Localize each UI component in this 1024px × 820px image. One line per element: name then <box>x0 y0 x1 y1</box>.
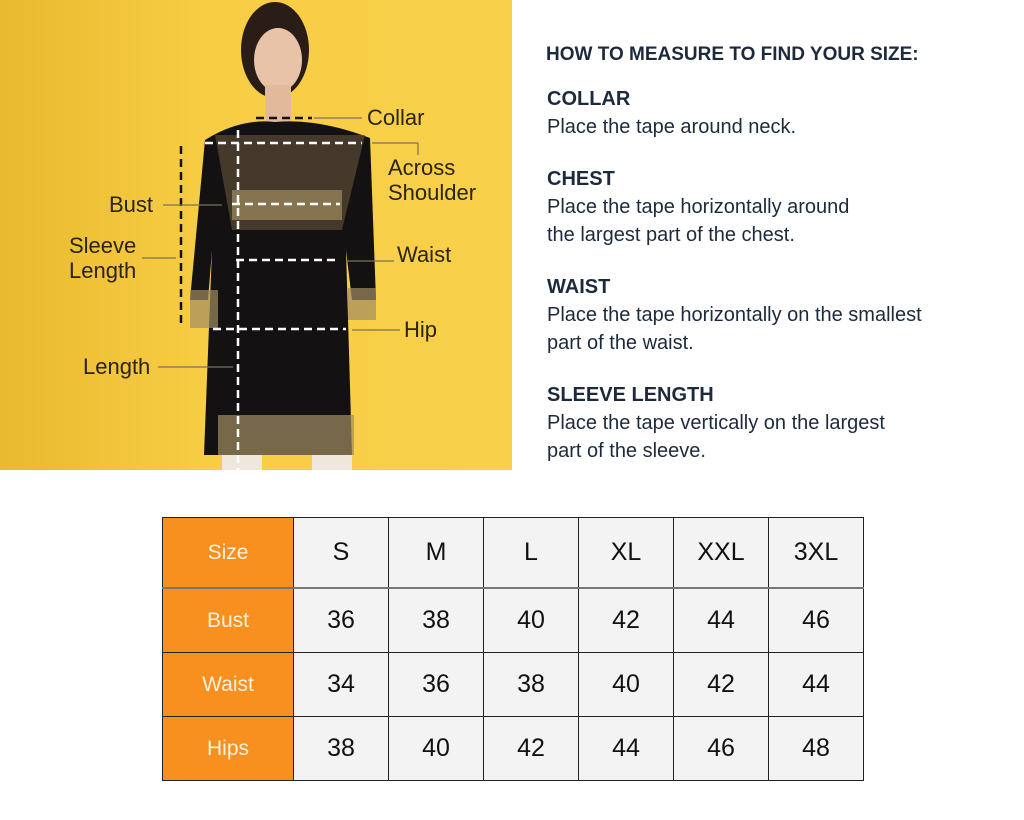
value-cell: 42 <box>578 587 674 653</box>
guide-title: HOW TO MEASURE TO FIND YOUR SIZE: <box>546 44 919 65</box>
section-text: Place the tape around neck. <box>547 116 797 138</box>
section-text: the largest part of the chest. <box>547 224 795 246</box>
value-cell: 38 <box>293 716 389 781</box>
hip-label: Hip <box>404 317 438 342</box>
value-cell: 40 <box>483 587 579 653</box>
size-cell: M <box>388 517 484 589</box>
bust-label: Bust <box>109 192 154 217</box>
waist-label: Waist <box>397 242 452 267</box>
value-cell: 44 <box>768 652 864 717</box>
size-cell: S <box>293 517 389 589</box>
guide-section-sleeve-length: SLEEVE LENGTH Place the tape vertically … <box>547 381 987 465</box>
value-cell: 42 <box>483 716 579 781</box>
size-header-cell: Size <box>162 517 294 589</box>
section-heading: WAIST <box>547 276 611 298</box>
kurta-illustration <box>142 2 419 470</box>
table-row-bust: Bust 36 38 40 42 44 46 <box>162 587 864 653</box>
collar-label: Collar <box>367 105 425 130</box>
measure-lines <box>205 130 362 470</box>
value-cell: 44 <box>673 587 769 653</box>
length-label: Length <box>83 354 151 379</box>
value-cell: 42 <box>673 652 769 717</box>
size-chart-table: Size S M L XL XXL 3XL Bust 36 38 40 42 4… <box>162 517 864 781</box>
value-cell: 46 <box>673 716 769 781</box>
value-cell: 38 <box>388 587 484 653</box>
across-shoulder-label-line1: Across <box>388 155 456 180</box>
section-text: Place the tape horizontally on the small… <box>547 304 922 326</box>
sleeve-length-label-line2: Length <box>69 258 137 283</box>
sleeve-length-label-line1: Sleeve <box>69 233 137 258</box>
value-cell: 40 <box>578 652 674 717</box>
across-shoulder-label-line2: Shoulder <box>388 180 477 205</box>
model-measurement-photo: Collar Across Shoulder Bust Sleeve Lengt… <box>0 0 512 470</box>
size-cell: 3XL <box>768 517 864 589</box>
size-cell: L <box>483 517 579 589</box>
section-heading: CHEST <box>547 168 615 190</box>
leader-lines <box>142 117 419 368</box>
table-row-waist: Waist 34 36 38 40 42 44 <box>162 652 864 717</box>
value-cell: 44 <box>578 716 674 781</box>
section-text: part of the sleeve. <box>547 440 706 462</box>
row-label: Bust <box>162 587 294 653</box>
section-heading: COLLAR <box>547 88 631 110</box>
section-text: Place the tape vertically on the largest <box>547 412 885 434</box>
face <box>254 28 302 92</box>
table-row-hips: Hips 38 40 42 44 46 48 <box>162 716 864 781</box>
value-cell: 48 <box>768 716 864 781</box>
value-cell: 46 <box>768 587 864 653</box>
section-heading: SLEEVE LENGTH <box>547 384 714 406</box>
section-text: part of the waist. <box>547 332 694 354</box>
value-cell: 36 <box>293 587 389 653</box>
row-label: Waist <box>162 652 294 717</box>
value-cell: 34 <box>293 652 389 717</box>
hem-pattern <box>218 415 354 455</box>
value-cell: 40 <box>388 716 484 781</box>
row-label: Hips <box>162 716 294 781</box>
table-header-row: Size S M L XL XXL 3XL <box>162 517 864 589</box>
size-cell: XL <box>578 517 674 589</box>
value-cell: 38 <box>483 652 579 717</box>
section-text: Place the tape horizontally around <box>547 196 850 218</box>
size-cell: XXL <box>673 517 769 589</box>
guide-section-chest: CHEST Place the tape horizontally around… <box>547 165 987 249</box>
guide-section-waist: WAIST Place the tape horizontally on the… <box>547 273 987 357</box>
guide-section-collar: COLLAR Place the tape around neck. <box>547 85 987 141</box>
value-cell: 36 <box>388 652 484 717</box>
